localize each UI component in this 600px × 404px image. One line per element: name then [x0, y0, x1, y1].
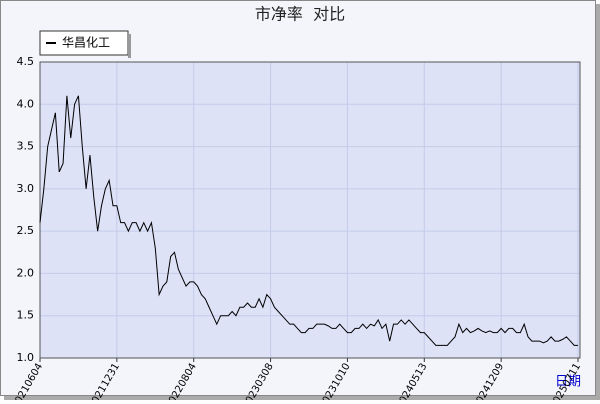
y-tick-label: 1.5 [17, 309, 35, 322]
y-tick-label: 4.0 [17, 97, 35, 110]
shadow [4, 396, 600, 400]
plot-area [40, 62, 580, 358]
y-tick-label: 3.5 [17, 140, 35, 153]
y-tick-label: 3.0 [17, 182, 35, 195]
chart-title: 市净率 对比 [255, 5, 345, 24]
legend-label: 华昌化工 [62, 36, 110, 50]
y-tick-label: 4.5 [17, 55, 35, 68]
x-axis-label: 日期 [555, 375, 581, 390]
y-tick-label: 1.0 [17, 351, 35, 364]
shadow [596, 4, 600, 400]
data-line [39, 95, 578, 346]
y-tick-label: 2.5 [17, 224, 35, 237]
plot-border [39, 61, 581, 359]
y-tick-label: 2.0 [17, 266, 35, 279]
legend-shadow [128, 34, 131, 58]
